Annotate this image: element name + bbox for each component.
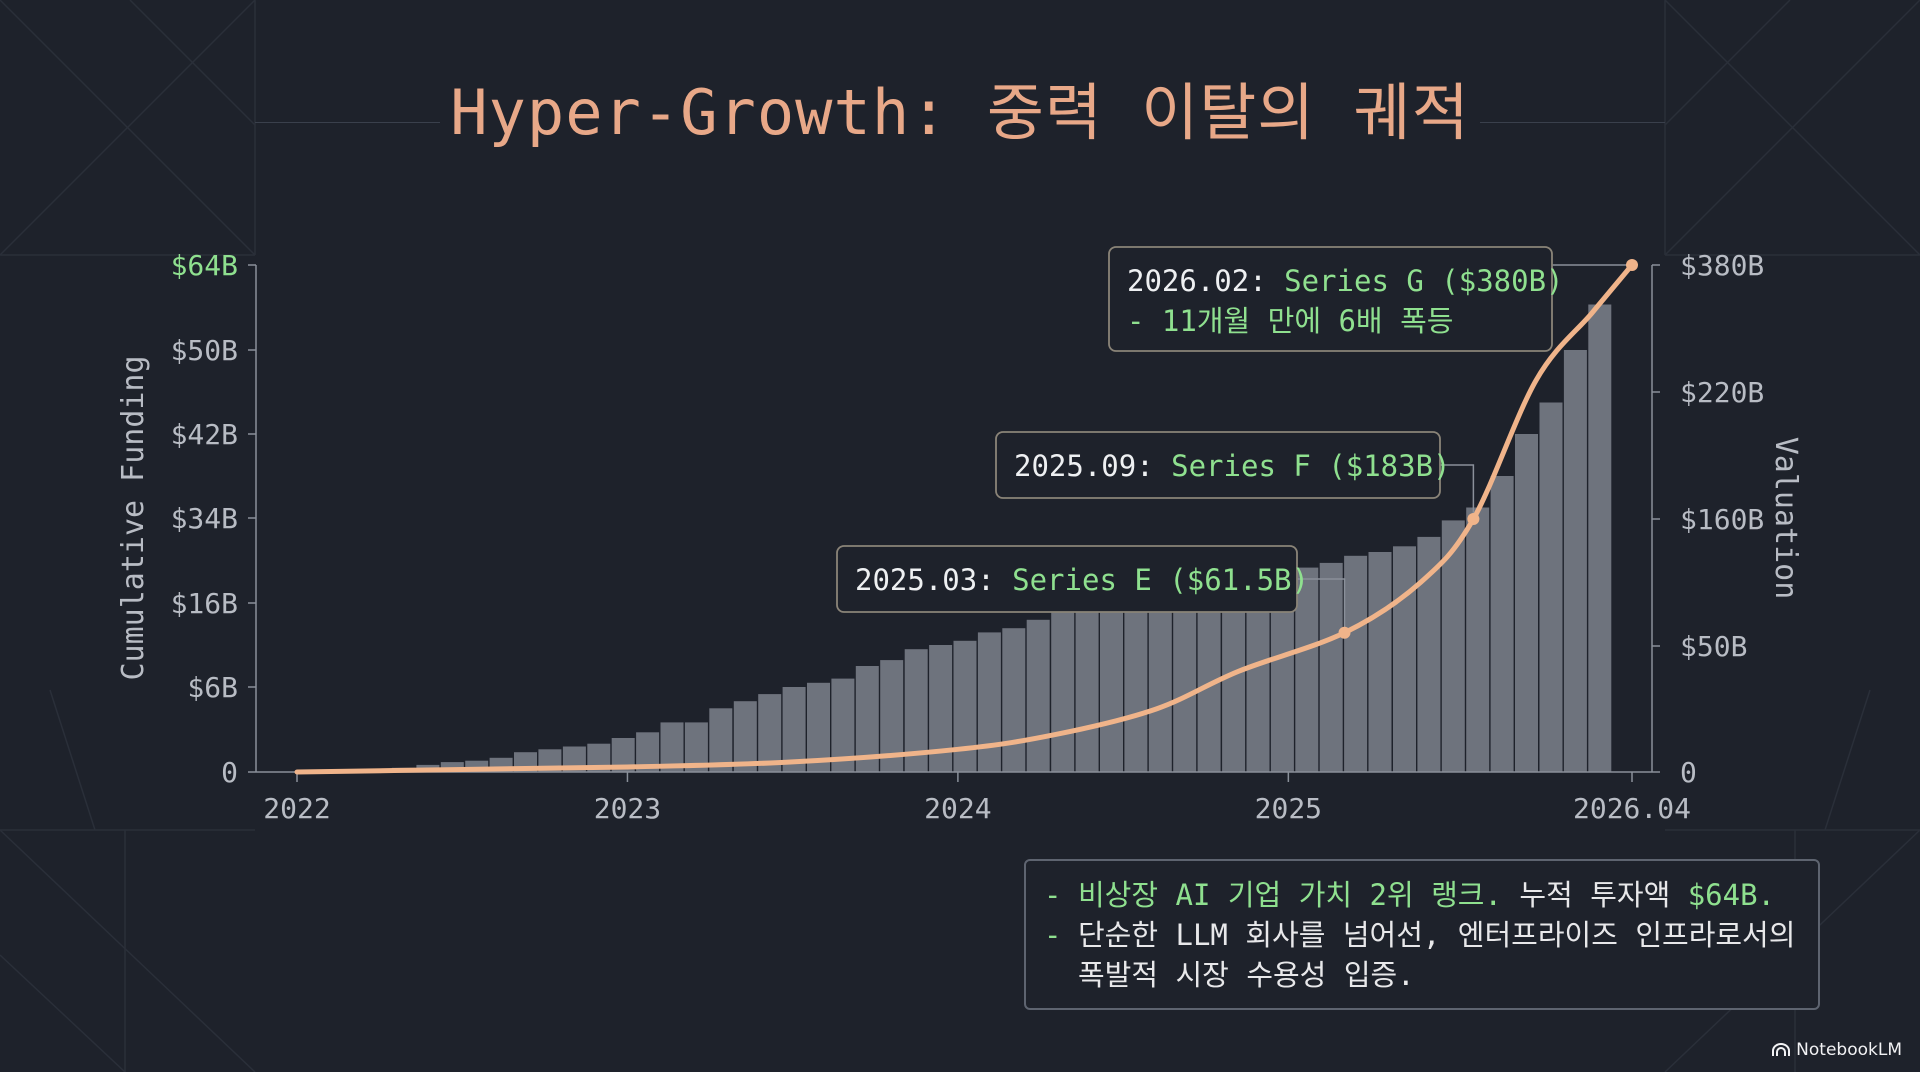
callout-text: 2025.09: Series F ($183B) bbox=[1014, 449, 1451, 483]
left-tick-label: $64B bbox=[171, 249, 238, 282]
callout-date: 2026.02: bbox=[1127, 264, 1284, 298]
funding-bar bbox=[953, 640, 977, 772]
brand-logo: NotebookLM bbox=[1772, 1040, 1902, 1060]
callout-series: Series F ($183B) bbox=[1171, 449, 1450, 483]
funding-bar bbox=[660, 722, 684, 772]
funding-bar bbox=[1393, 546, 1416, 772]
funding-bar bbox=[1026, 619, 1050, 772]
right-tick-label: 0 bbox=[1680, 756, 1697, 789]
notebooklm-icon bbox=[1772, 1043, 1791, 1056]
funding-bar bbox=[977, 632, 1001, 772]
funding-bar bbox=[1368, 552, 1392, 772]
funding-bar bbox=[1490, 476, 1514, 772]
notes-box: - 비상장 AI 기업 가치 2위 랭크. 누적 투자액 $64B. - 단순한… bbox=[1024, 859, 1820, 1010]
note-row-2: - 단순한 LLM 회사를 넘어선, 엔터프라이즈 인프라로서의 bbox=[1044, 915, 1800, 955]
valuation-line bbox=[294, 262, 1635, 775]
funding-bar bbox=[831, 678, 855, 772]
funding-bar bbox=[1466, 507, 1490, 772]
callout-box bbox=[836, 545, 1298, 613]
right-tick-label: $50B bbox=[1680, 630, 1747, 663]
callout-subtext: - 11개월 만에 6배 폭등 bbox=[1127, 304, 1453, 338]
funding-bar bbox=[1075, 603, 1099, 772]
x-tick-label: 2026.04 bbox=[1573, 792, 1691, 825]
funding-bar bbox=[611, 738, 635, 772]
note-funding-label: 누적 투자액 bbox=[1501, 878, 1688, 912]
funding-bar bbox=[1417, 536, 1441, 772]
funding-bar bbox=[636, 732, 660, 772]
funding-bar bbox=[684, 722, 708, 772]
milestone-point bbox=[1467, 513, 1480, 525]
funding-bar bbox=[1173, 586, 1197, 772]
funding-bar bbox=[929, 645, 953, 772]
x-tick-label: 2024 bbox=[924, 792, 991, 825]
left-tick-label: $6B bbox=[187, 671, 238, 704]
note-rank: 비상장 AI 기업 가치 2위 랭크. bbox=[1078, 878, 1502, 912]
funding-bar bbox=[1344, 555, 1368, 772]
right-tick-label: $380B bbox=[1680, 249, 1764, 282]
funding-bar bbox=[1051, 611, 1075, 772]
callout-box bbox=[1108, 246, 1553, 352]
funding-bar bbox=[1270, 572, 1294, 772]
left-tick-label: $42B bbox=[171, 418, 238, 451]
chart-title: Hyper-Growth: 중력 이탈의 궤적 bbox=[450, 76, 1470, 149]
note-funding-value: $64B. bbox=[1687, 878, 1776, 912]
note-line-2: 단순한 LLM 회사를 넘어선, 엔터프라이즈 인프라로서의 bbox=[1078, 918, 1796, 952]
funding-bar bbox=[807, 682, 830, 772]
funding-bar bbox=[904, 649, 928, 772]
note-row-1: - 비상장 AI 기업 가치 2위 랭크. 누적 투자액 $64B. bbox=[1044, 875, 1800, 915]
note-dash: - bbox=[1044, 878, 1062, 912]
funding-bar bbox=[1539, 402, 1563, 772]
callout-text: 2026.02: Series G ($380B) bbox=[1127, 264, 1564, 298]
funding-bar bbox=[758, 694, 782, 772]
title-rule-left bbox=[255, 122, 440, 123]
right-tick-label: $160B bbox=[1680, 503, 1764, 536]
funding-bar bbox=[1319, 562, 1343, 772]
note-line-3: 폭발적 시장 수용성 입증. bbox=[1078, 958, 1415, 992]
title-rule-right bbox=[1480, 122, 1665, 123]
x-tick-label: 2022 bbox=[263, 792, 330, 825]
left-tick-label: $16B bbox=[171, 587, 238, 620]
funding-bar bbox=[709, 708, 733, 773]
left-tick-label: $50B bbox=[171, 334, 238, 367]
callout-text: 2025.03: Series E ($61.5B) bbox=[855, 563, 1309, 597]
funding-bar bbox=[1563, 350, 1587, 772]
x-tick-label: 2025 bbox=[1255, 792, 1322, 825]
callout-series: Series G ($380B) bbox=[1284, 264, 1563, 298]
funding-bar bbox=[733, 701, 757, 772]
funding-bar bbox=[1148, 591, 1172, 772]
right-tick-label: $220B bbox=[1680, 376, 1764, 409]
funding-bar bbox=[1197, 584, 1221, 772]
funding-bar bbox=[1100, 600, 1123, 772]
milestone-point bbox=[1338, 626, 1351, 639]
left-tick-label: 0 bbox=[221, 756, 238, 789]
callout-leader bbox=[1297, 578, 1346, 633]
x-tick-label: 2023 bbox=[594, 792, 661, 825]
milestone-point bbox=[1626, 259, 1638, 271]
left-axis-title: Cumulative Funding bbox=[116, 355, 151, 680]
funding-bar bbox=[855, 666, 879, 772]
right-axis-title: Valuation bbox=[1768, 437, 1803, 600]
callout-box bbox=[995, 431, 1441, 499]
funding-bar bbox=[880, 660, 904, 772]
funding-bar bbox=[1002, 628, 1026, 772]
funding-bar bbox=[440, 762, 464, 772]
left-tick-label: $34B bbox=[171, 502, 238, 535]
funding-bar bbox=[1441, 520, 1465, 772]
funding-bar bbox=[465, 760, 489, 772]
funding-bar bbox=[1588, 304, 1612, 772]
callout-series: Series E ($61.5B) bbox=[1012, 563, 1309, 597]
funding-bar bbox=[1246, 574, 1270, 772]
funding-bar bbox=[782, 687, 806, 772]
funding-bar bbox=[1515, 434, 1538, 772]
callout-date: 2025.03: bbox=[855, 563, 1012, 597]
callout-date: 2025.09: bbox=[1014, 449, 1171, 483]
brand-name: NotebookLM bbox=[1796, 1040, 1902, 1060]
callout-leader bbox=[1440, 464, 1475, 519]
funding-bar bbox=[1124, 593, 1148, 772]
funding-bar bbox=[1295, 567, 1319, 772]
note-dash: - bbox=[1044, 918, 1062, 952]
